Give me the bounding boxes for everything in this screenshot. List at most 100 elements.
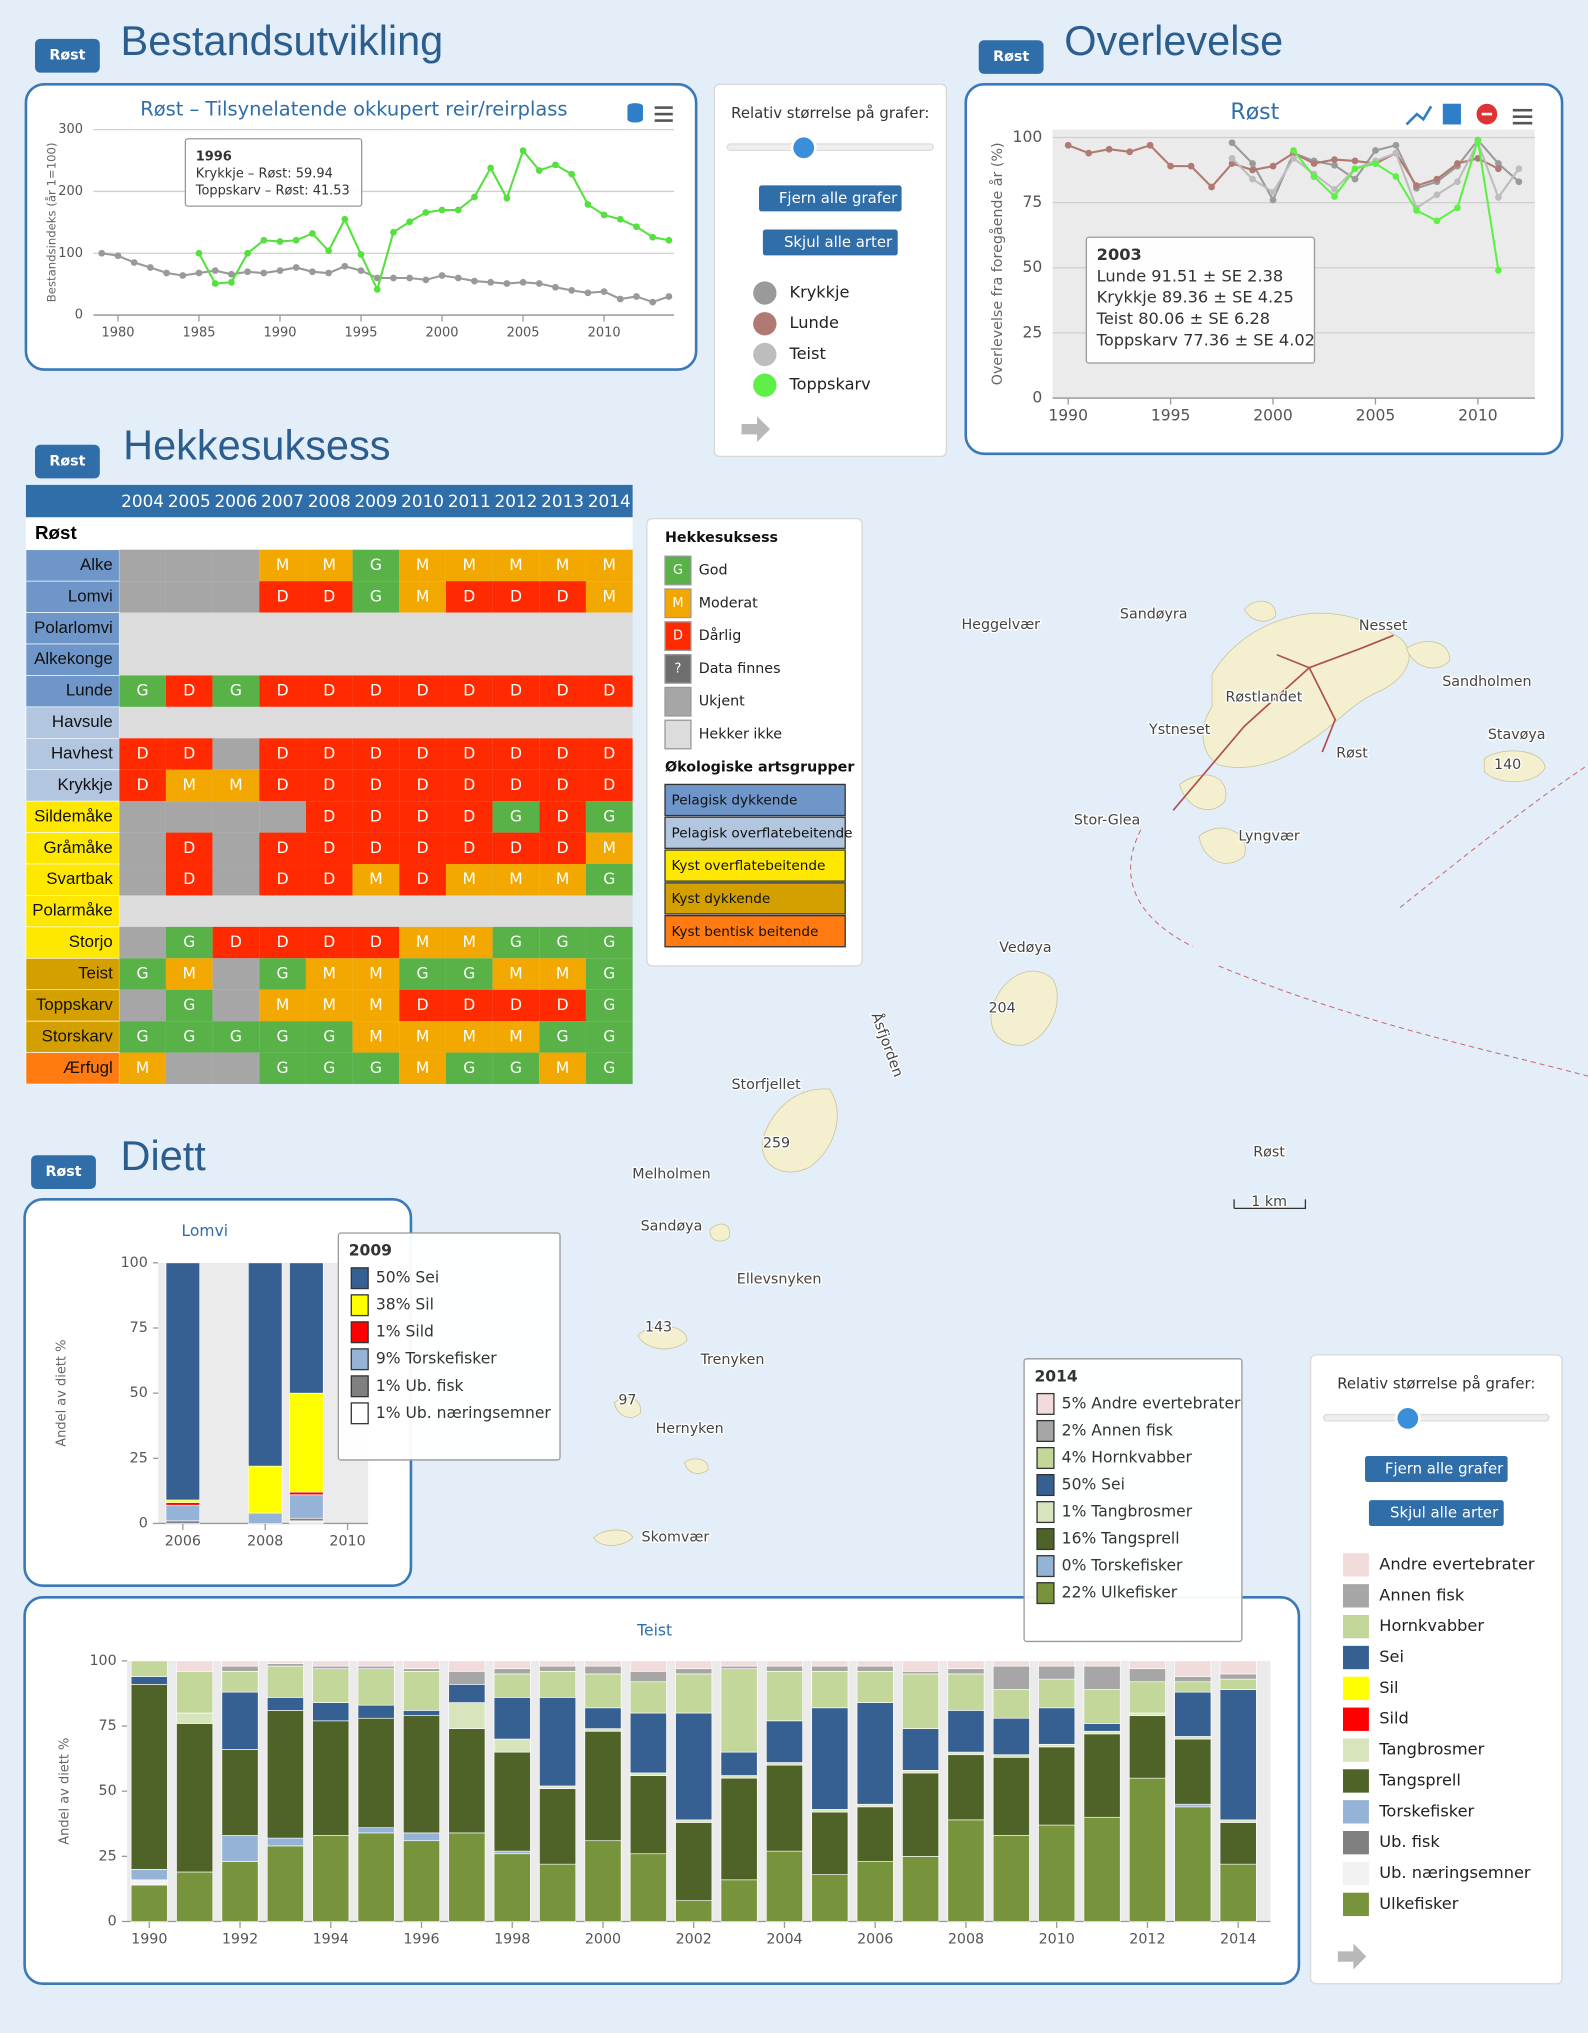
bar-segment: [765, 1850, 803, 1922]
legend-label[interactable]: Sil: [1379, 1678, 1398, 1697]
x-tick-label: 2006: [857, 1932, 893, 1948]
species-cell: [25, 957, 120, 991]
legend-swatch[interactable]: [1342, 1892, 1369, 1917]
button[interactable]: [758, 185, 902, 212]
button[interactable]: [762, 229, 898, 256]
button-label[interactable]: Skjul alle arter: [1390, 1504, 1499, 1522]
x-tick-label: 1990: [264, 326, 297, 341]
legend-label[interactable]: Toppskarv: [788, 375, 871, 394]
bar-segment: [675, 1822, 713, 1901]
status-code: G: [370, 556, 382, 574]
site-button[interactable]: [31, 1155, 96, 1189]
legend-swatch[interactable]: [1342, 1861, 1369, 1886]
slider-track[interactable]: [1322, 1413, 1550, 1422]
bar-segment: [1083, 1665, 1121, 1690]
status-cell: [539, 581, 586, 613]
point: [244, 249, 251, 257]
legend-label[interactable]: Sild: [1379, 1709, 1409, 1728]
bar-segment: [902, 1770, 940, 1774]
status-code: D: [510, 682, 522, 700]
point: [309, 268, 316, 276]
legend-label[interactable]: Hornkvabber: [1379, 1616, 1484, 1635]
legend-label[interactable]: Tangbrosmer: [1378, 1740, 1484, 1759]
y-tick-label: 75: [99, 1718, 117, 1734]
site-button-label[interactable]: Røst: [993, 49, 1029, 65]
next-arrow[interactable]: [741, 416, 1367, 1970]
legend-swatch[interactable]: [1342, 1830, 1369, 1855]
legend-swatch[interactable]: [1342, 1738, 1369, 1762]
button[interactable]: [1368, 1500, 1504, 1527]
status-code: D: [463, 996, 475, 1014]
y-tick-label: 75: [130, 1320, 148, 1336]
island: [1483, 750, 1546, 783]
legend-label[interactable]: Ub. fisk: [1379, 1832, 1440, 1851]
tooltip-swatch: [1036, 1392, 1055, 1415]
legend-label[interactable]: Andre evertebrater: [1379, 1554, 1535, 1573]
legend-swatch[interactable]: [1342, 1584, 1369, 1608]
site-button[interactable]: [35, 444, 100, 479]
status-code: G: [510, 807, 522, 825]
status-code: M: [603, 839, 616, 857]
map-label: Trenyken: [699, 1352, 764, 1368]
button[interactable]: [1365, 1456, 1508, 1482]
legend-label[interactable]: Sei: [1379, 1647, 1404, 1666]
legend-marker[interactable]: [753, 312, 777, 336]
map-label: Ellevsnyken: [737, 1272, 822, 1288]
bar-segment: [675, 1660, 713, 1670]
legend-label[interactable]: Tangsprell: [1378, 1770, 1461, 1789]
status-cell: [539, 926, 586, 959]
legend-marker[interactable]: [753, 281, 777, 305]
y-tick-label: 100: [89, 1653, 116, 1669]
site-button-label[interactable]: Røst: [45, 1164, 81, 1180]
status-cell: [259, 738, 306, 770]
legend-swatch[interactable]: [1342, 1800, 1369, 1824]
status-cell: [399, 769, 446, 802]
legend-swatch[interactable]: [1342, 1707, 1369, 1731]
status-cell: [119, 1052, 166, 1085]
legend-label[interactable]: Lunde: [789, 313, 839, 332]
status-code: D: [463, 745, 475, 763]
legend-swatch[interactable]: [1342, 1769, 1369, 1793]
slider-track[interactable]: [726, 143, 935, 152]
legend-swatch[interactable]: [1342, 1676, 1369, 1701]
button-label[interactable]: Fjern alle grafer: [1385, 1460, 1504, 1478]
site-button[interactable]: [35, 38, 100, 73]
bar-segment: [902, 1772, 940, 1857]
status-cell: [585, 549, 633, 582]
status-code: M: [136, 1059, 149, 1077]
legend-label[interactable]: Teist: [788, 344, 825, 363]
site-button-label[interactable]: Røst: [49, 454, 85, 470]
status-code: G: [510, 1059, 522, 1077]
legend-label[interactable]: Ulkefisker: [1379, 1894, 1458, 1913]
bar-segment: [811, 1665, 849, 1672]
chart-menu[interactable]: [654, 106, 1533, 125]
button-label[interactable]: Skjul alle arter: [784, 233, 893, 251]
legend-label[interactable]: Krykkje: [789, 283, 849, 302]
bar-segment: [448, 1684, 486, 1703]
slider-thumb[interactable]: [1394, 1405, 1421, 1432]
legend-label[interactable]: Torskefisker: [1378, 1801, 1474, 1820]
bar-segment: [675, 1819, 713, 1823]
legend-swatch[interactable]: [1342, 1553, 1369, 1577]
status-cell: [399, 864, 446, 896]
bar-segment: [629, 1853, 667, 1922]
status-cell: [259, 832, 306, 865]
legend-swatch[interactable]: [1342, 1614, 1369, 1639]
legend-marker[interactable]: [753, 373, 777, 397]
site-button-label[interactable]: Røst: [49, 48, 85, 64]
legend-swatch[interactable]: [1342, 1645, 1369, 1670]
status-code: D: [463, 587, 475, 605]
bar-segment: [1219, 1822, 1257, 1865]
bar-segment: [856, 1702, 894, 1805]
legend-label[interactable]: Annen fisk: [1379, 1585, 1465, 1604]
slider-thumb[interactable]: [790, 134, 817, 161]
legend-marker[interactable]: [753, 342, 777, 367]
button-label[interactable]: Fjern alle grafer: [779, 189, 898, 207]
x-tick-label: 1990: [1048, 407, 1088, 425]
site-button[interactable]: [978, 40, 1044, 74]
status-cell: [212, 581, 260, 613]
legend-label[interactable]: Ub. næringsemner: [1379, 1863, 1531, 1882]
x-tick-label: 1995: [345, 326, 378, 341]
bar-segment: [130, 1660, 168, 1677]
chart-icons[interactable]: [627, 103, 1498, 126]
